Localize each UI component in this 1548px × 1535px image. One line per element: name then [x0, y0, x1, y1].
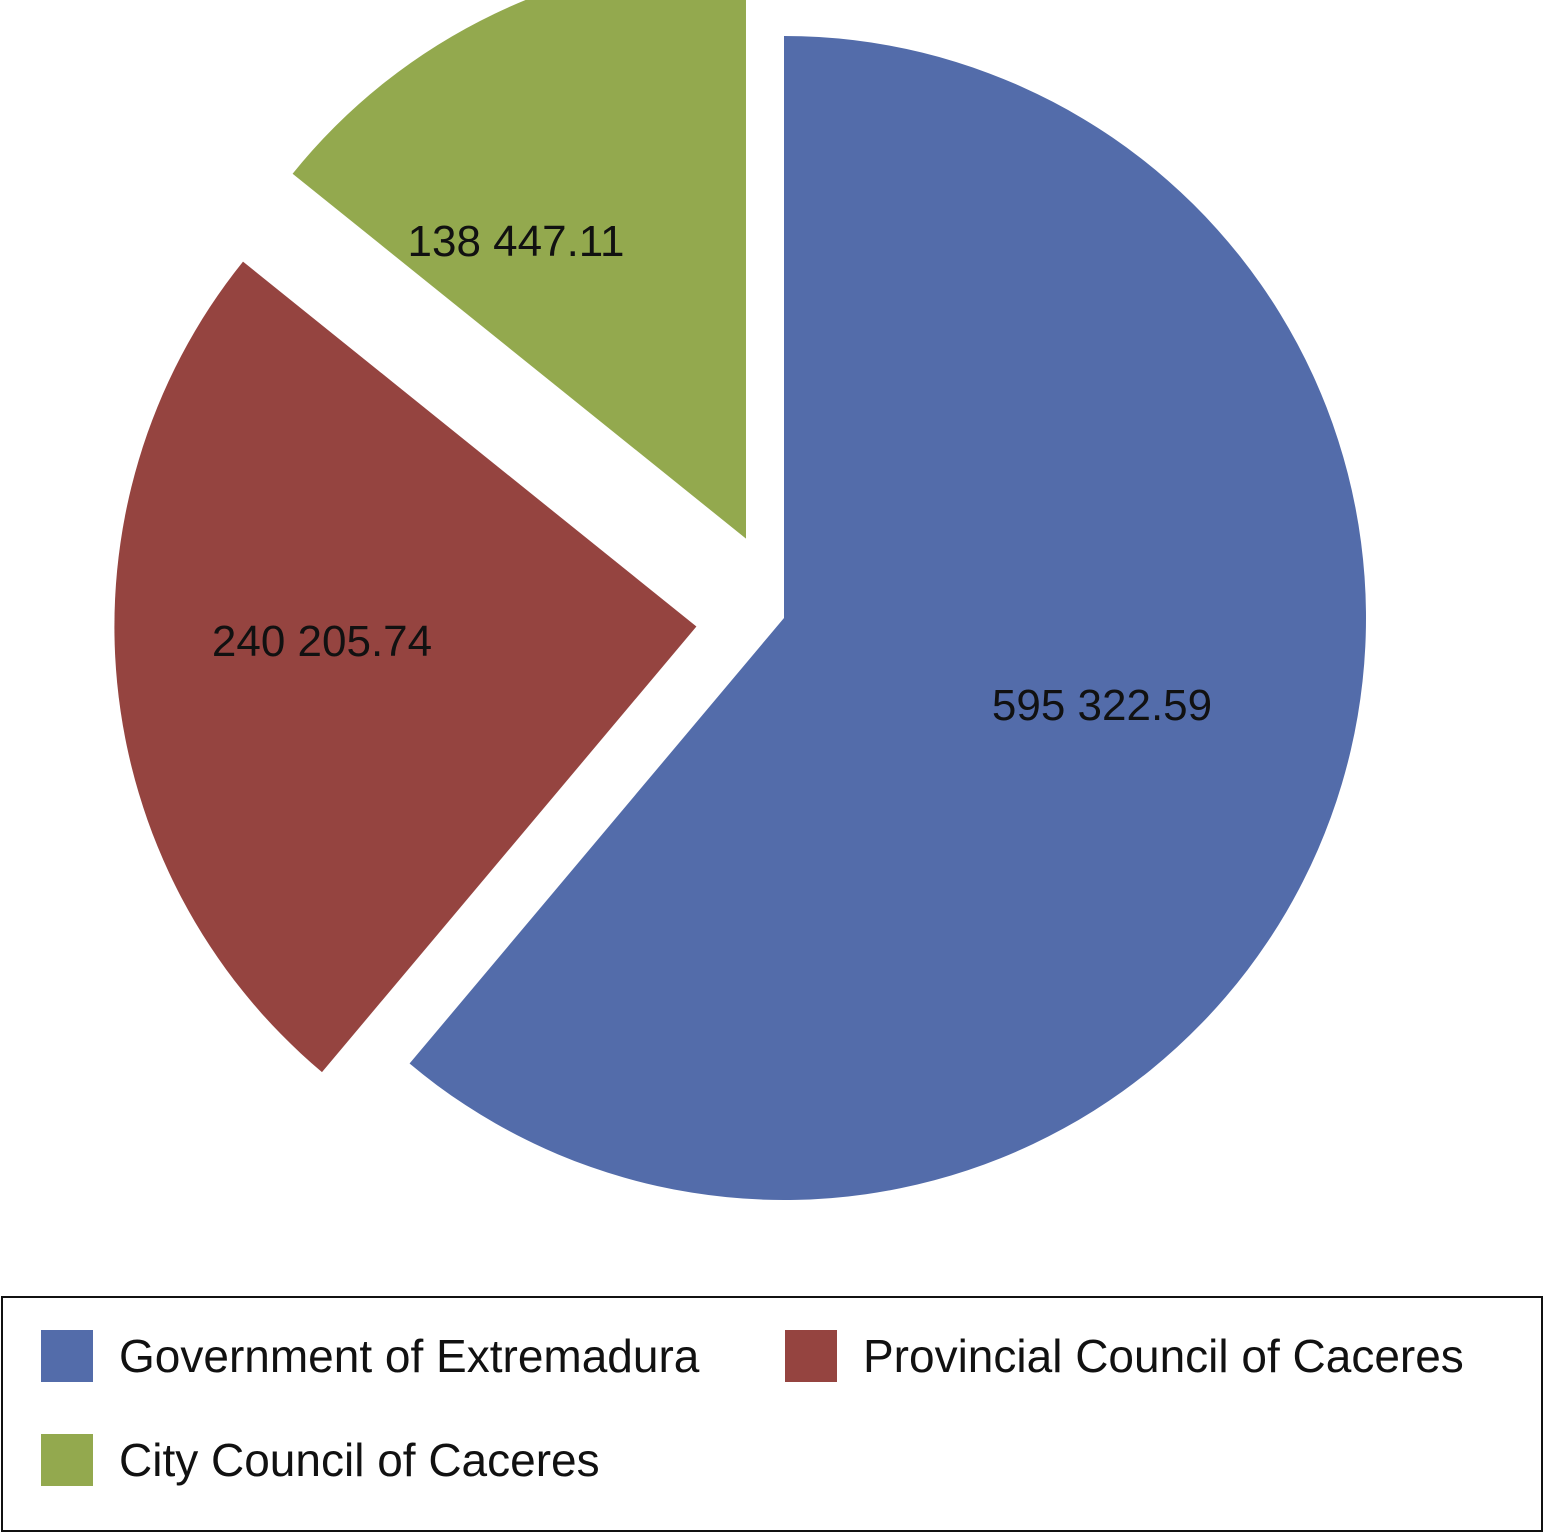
- legend-label-provincial-council-of-caceres: Provincial Council of Caceres: [863, 1330, 1464, 1382]
- slice-label-provincial-council-of-caceres: 240 205.74: [212, 617, 432, 666]
- pie-slice-city-council-of-caceres: [292, 0, 746, 539]
- slice-label-city-council-of-caceres: 138 447.11: [408, 217, 625, 266]
- legend-swatch-city-council-of-caceres: [41, 1434, 93, 1486]
- pie-chart: 595 322.59 240 205.74 138 447.11: [114, 0, 1366, 1201]
- pie-slice-provincial-council-of-caceres: [114, 261, 697, 1073]
- legend-item-city-council-of-caceres: City Council of Caceres: [41, 1432, 600, 1488]
- legend-swatch-provincial-council-of-caceres: [785, 1330, 837, 1382]
- legend-item-government-of-extremadura: Government of Extremadura: [41, 1328, 699, 1384]
- legend-label-city-council-of-caceres: City Council of Caceres: [119, 1434, 600, 1486]
- legend-label-government-of-extremadura: Government of Extremadura: [119, 1330, 700, 1382]
- chart-legend: Government of Extremadura Provincial Cou…: [1, 1296, 1543, 1532]
- legend-item-provincial-council-of-caceres: Provincial Council of Caceres: [785, 1328, 1464, 1384]
- legend-swatch-government-of-extremadura: [41, 1330, 93, 1382]
- slice-label-government-of-extremadura: 595 322.59: [992, 681, 1212, 730]
- pie-slice-government-of-extremadura: [409, 36, 1366, 1201]
